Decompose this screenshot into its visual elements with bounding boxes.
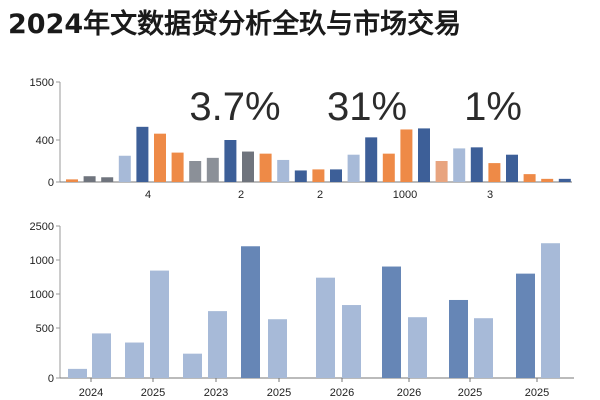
top-bar-chart: 1500 400 0 4 2 2 1000 3 3.7% 31% 1% [30, 77, 572, 200]
bar [453, 148, 466, 182]
bar [523, 174, 536, 182]
bar [365, 137, 378, 182]
bar [435, 161, 448, 182]
bar [277, 159, 290, 182]
chart-title: 2024年文数据贷分析全玖与市场交易 [8, 9, 462, 40]
bar [541, 243, 560, 378]
x-tick-label: 4 [145, 189, 151, 200]
bar [400, 129, 413, 182]
bar [118, 155, 131, 182]
x-tick-label: 2 [238, 189, 244, 200]
bar [208, 311, 227, 378]
bar [347, 154, 360, 182]
y-tick-label: 500 [36, 323, 54, 335]
bar [259, 153, 272, 182]
bar [189, 161, 202, 182]
bar [312, 169, 325, 182]
x-tick-label: 2025 [141, 387, 165, 399]
x-tick-label: 2025 [525, 387, 549, 399]
percent-annotation: 3.7% [189, 85, 280, 129]
bar [470, 147, 483, 182]
bar [382, 153, 395, 182]
percent-annotation: 1% [464, 85, 522, 129]
x-tick-label: 2 [317, 189, 323, 200]
bar [171, 152, 184, 182]
bar [418, 128, 430, 182]
bar [68, 368, 87, 378]
bar [382, 266, 401, 378]
y-tick-label: 1000 [30, 289, 54, 301]
y-tick-label: 0 [48, 373, 54, 385]
y-tick-label: 1500 [30, 77, 54, 89]
bar [558, 178, 571, 182]
bar [316, 277, 335, 378]
bar [474, 318, 493, 378]
bar [150, 270, 169, 378]
bar [183, 353, 202, 378]
bar [268, 319, 287, 378]
bar [516, 273, 535, 378]
x-tick-label: 3 [487, 189, 493, 200]
x-tick-label: 2023 [204, 387, 228, 399]
bar [294, 170, 307, 182]
bar [101, 177, 114, 182]
bar [224, 140, 237, 182]
percent-annotation: 31% [327, 85, 407, 129]
x-tick-label: 1000 [393, 189, 417, 200]
bar [242, 151, 254, 182]
bar [488, 163, 501, 182]
bar [154, 133, 166, 182]
bar [408, 317, 427, 378]
bar [125, 342, 144, 378]
bar [342, 305, 361, 378]
y-tick-label: 1000 [30, 255, 54, 267]
bar [330, 169, 342, 182]
bar [506, 154, 518, 182]
bar [92, 333, 111, 378]
x-tick-label: 2025 [458, 387, 482, 399]
bar [83, 176, 96, 182]
x-tick-label: 2024 [79, 387, 103, 399]
y-tick-label: 400 [36, 135, 54, 147]
x-tick-label: 2026 [397, 387, 421, 399]
y-tick-label: 2500 [30, 221, 54, 233]
bar [136, 126, 149, 182]
y-tick-label: 0 [48, 177, 54, 189]
x-tick-label: 2026 [330, 387, 354, 399]
bar [66, 179, 78, 182]
bar [541, 178, 554, 182]
x-tick-label: 2025 [267, 387, 291, 399]
bar [206, 157, 219, 182]
bar [241, 246, 260, 378]
bar [449, 299, 468, 378]
